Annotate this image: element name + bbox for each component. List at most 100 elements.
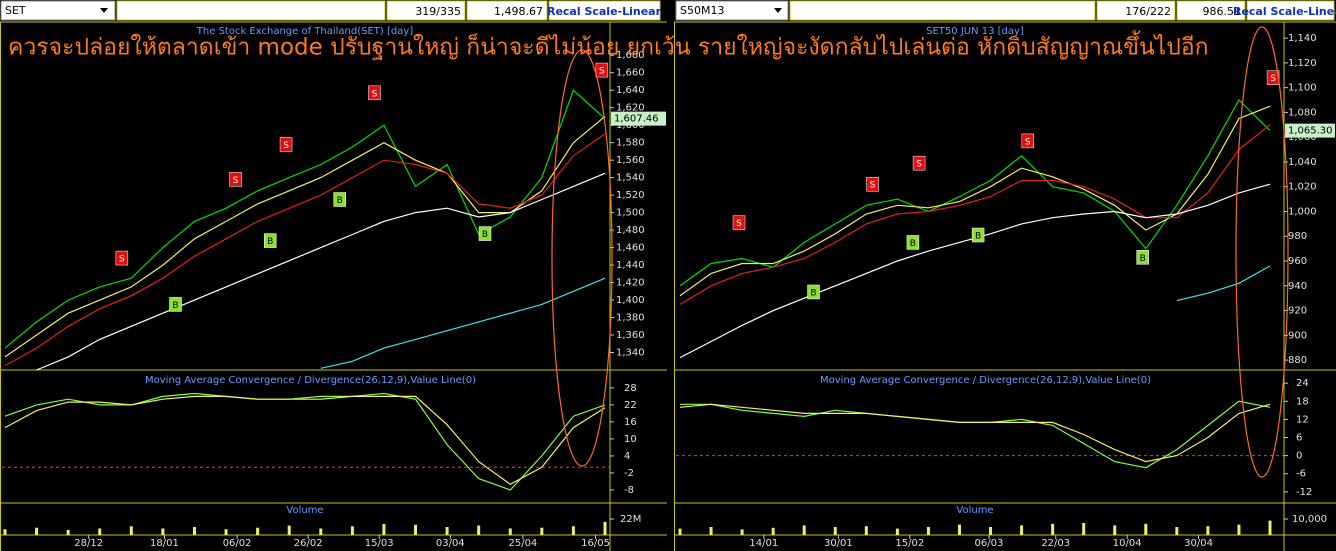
x-tick-label: 22/03 [1041,538,1070,549]
signal-box [595,62,609,78]
signal-box [732,215,746,230]
signal-box [1136,250,1149,265]
y-tick-label: 1,560 [616,155,645,166]
volume-bar [1113,525,1117,535]
volume-bar [740,529,744,535]
volume-bar [98,528,102,535]
symbol: SET [5,4,26,17]
macd-title: Moving Average Convergence / Divergence(… [820,375,1151,386]
signal-box [333,192,346,207]
volume-bar [129,526,133,535]
annotation-ellipse [551,49,613,467]
y-tick-label: 1,640 [616,85,645,96]
signal-box [115,250,129,266]
macd-title: Moving Average Convergence / Divergence(… [145,375,476,386]
x-tick-label: 06/03 [975,538,1004,549]
y-tick-label: 1,460 [616,243,645,254]
price-line [4,115,606,358]
signal-box [368,85,381,101]
symbol-dropdown[interactable] [0,0,116,21]
macd-tick-label: 4 [624,451,630,462]
y-tick-label: 1,040 [1288,157,1317,168]
signal-label: S [1270,74,1276,84]
counter: 319/335 [415,5,461,18]
volume-tick-label: 10,000 [1292,514,1327,525]
plots: The Stock Exchange of Thailand(SET) [day… [0,21,1336,551]
signal-label: S [870,181,876,191]
volume-bar [1144,523,1148,535]
macd-tick-label: -2 [624,468,634,479]
macd-tick-label: 16 [624,417,637,428]
signal-box [912,155,926,171]
signal-box [906,235,920,250]
counter-box [386,0,466,21]
price-line [679,99,1271,287]
signal-label: B [267,237,273,247]
signal-box [229,172,242,187]
x-tick-label: 06/02 [223,538,252,549]
y-tick-label: 1,520 [616,190,645,201]
y-tick-label: 1,080 [1288,107,1317,118]
y-tick-label: 1,620 [616,103,645,114]
volume-bar [771,527,775,535]
recal-label: Recal Scale-Linear [1233,5,1336,18]
last-value: 1,498.67 [494,5,543,18]
x-tick-label: 30/01 [824,538,853,549]
symbol-dropdown[interactable] [675,0,789,21]
y-tick-label: 1,440 [616,260,645,271]
signal-label: S [119,255,125,265]
volume-bar [864,526,868,535]
last-box [1176,0,1246,21]
recal-button[interactable] [548,0,661,21]
banner: ควรจะปล่อยให้ตลาดเข้า mode ปรับฐานใหญ่ ก… [8,31,1209,61]
price-line [36,172,606,371]
x-tick-label: 15/02 [895,538,924,549]
x-tick-label: 10/04 [1113,538,1142,549]
recal-button[interactable] [1246,0,1335,21]
last-price-box [611,111,666,126]
y-tick-label: 1,400 [616,295,645,306]
y-tick-label: 1,360 [616,330,645,341]
y-tick-label: 1,580 [616,138,645,149]
y-tick-label: 960 [1288,256,1307,267]
y-tick-label: 1,380 [616,313,645,324]
y-tick-label: 940 [1288,281,1307,292]
macd-line [679,403,1271,463]
volume-bar [382,524,386,535]
volume-bar [224,529,228,535]
signal-label: B [172,301,178,311]
macd-line [4,392,606,491]
signal-label: S [599,67,605,77]
last-price-label: 1,607.46 [614,114,659,125]
dropdown-arrow [774,8,782,13]
volume-bar [957,524,961,535]
x-tick-label: 26/02 [294,538,323,549]
macd-line [4,395,606,486]
signal-label: S [372,89,378,99]
signal-box [1021,133,1035,149]
volume-bar [678,528,682,535]
volume-bar [35,527,39,535]
last-box [466,0,548,21]
signal-box [866,176,879,192]
macd-tick-label: 0 [1296,451,1302,462]
volume-bar [802,525,806,535]
macd-tick-label: 24 [1296,378,1309,389]
signal-label: S [736,219,742,229]
y-tick-label: 1,060 [1288,132,1317,143]
signal-label: S [233,176,239,186]
y-tick-label: 1,000 [1288,206,1317,217]
y-tick-label: 1,500 [616,208,645,219]
info-box [789,0,1096,21]
macd-tick-label: -12 [1296,487,1312,498]
volume-bar [1175,527,1179,535]
y-tick-label: 1,660 [616,68,645,79]
volume-title: Volume [956,505,993,516]
volume-bar [161,528,165,535]
volume-bar [1206,526,1210,535]
recal-label: Recal Scale-Linear [547,5,662,18]
y-tick-label: 980 [1288,231,1307,242]
y-tick-label: 1,480 [616,225,645,236]
